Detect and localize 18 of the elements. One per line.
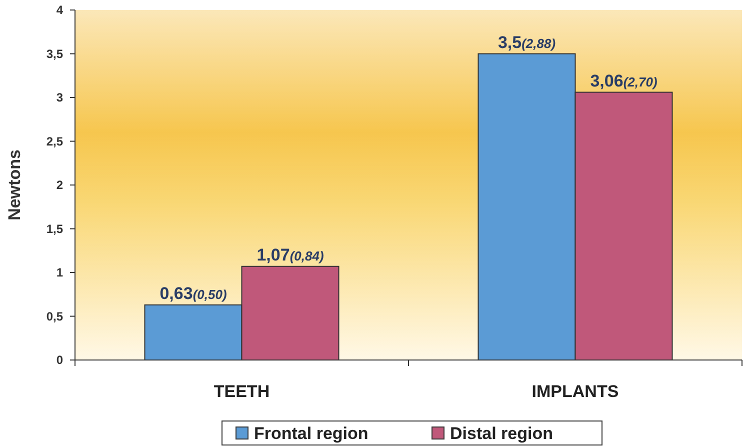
legend-label: Distal region — [450, 424, 553, 443]
y-tick-label: 4 — [56, 3, 64, 17]
x-tick-label: IMPLANTS — [532, 382, 619, 401]
x-tick-label: TEETH — [214, 382, 270, 401]
y-tick-label: 2 — [56, 178, 64, 192]
y-tick-label: 2,5 — [46, 134, 64, 148]
y-tick-label: 1 — [56, 266, 64, 280]
y-tick-label: 3 — [56, 90, 64, 104]
y-tick-label: 1,5 — [46, 222, 64, 236]
data-label: 3,5(2,88) — [498, 32, 556, 52]
y-tick-label: 3,5 — [46, 46, 64, 61]
y-tick-label: 0 — [56, 353, 64, 367]
data-label: 0,63(0,50) — [160, 284, 227, 303]
data-label: 1,07(0,84) — [256, 245, 324, 264]
legend-label: Frontal region — [254, 424, 368, 443]
data-label: 3,06(2,70) — [590, 71, 658, 90]
y-tick-label: 0,5 — [46, 309, 64, 324]
y-axis-title: Newtons — [5, 150, 24, 220]
